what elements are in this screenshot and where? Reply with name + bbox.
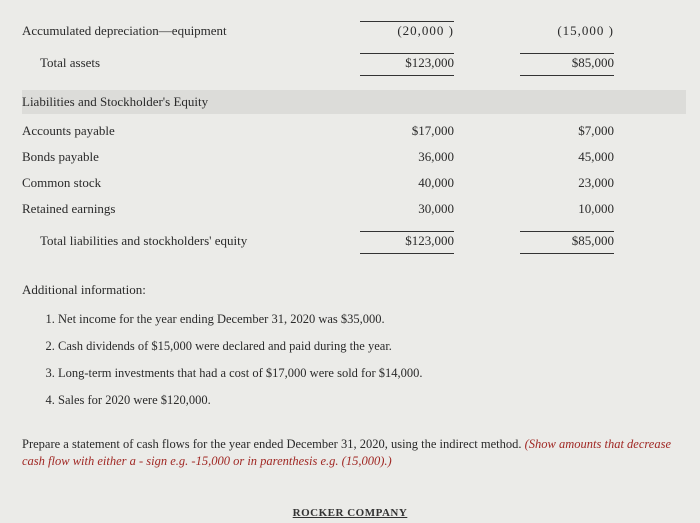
additional-info-title: Additional information:: [22, 282, 686, 298]
col2-ap: $7,000: [512, 123, 632, 139]
col1-re: 30,000: [352, 201, 472, 217]
section-liabilities-label: Liabilities and Stockholder's Equity: [22, 94, 352, 110]
label-accum-dep: Accumulated depreciation—equipment: [22, 23, 352, 39]
col2-bonds: 45,000: [512, 149, 632, 165]
col1-total-liab: $123,000: [352, 233, 472, 249]
info-item-1: Net income for the year ending December …: [58, 306, 686, 333]
label-ap: Accounts payable: [22, 123, 352, 139]
col2-re: 10,000: [512, 201, 632, 217]
additional-info-list: Net income for the year ending December …: [22, 306, 686, 414]
col2-accum-dep: (15,000 ): [512, 23, 632, 39]
row-total-assets: Total assets $123,000 $85,000: [22, 50, 686, 76]
row-accum-dep: Accumulated depreciation—equipment (20,0…: [22, 18, 686, 44]
col1-bonds: 36,000: [352, 149, 472, 165]
col1-total-assets: $123,000: [352, 55, 472, 71]
instruction-block: Prepare a statement of cash flows for th…: [22, 436, 686, 470]
row-common: Common stock 40,000 23,000: [22, 170, 686, 196]
info-item-2: Cash dividends of $15,000 were declared …: [58, 333, 686, 360]
footer-company: ROCKER COMPANY: [0, 507, 700, 519]
row-bonds: Bonds payable 36,000 45,000: [22, 144, 686, 170]
label-common: Common stock: [22, 175, 352, 191]
label-re: Retained earnings: [22, 201, 352, 217]
col2-total-liab: $85,000: [512, 233, 632, 249]
col2-common: 23,000: [512, 175, 632, 191]
label-total-assets: Total assets: [22, 55, 352, 71]
col2-total-assets: $85,000: [512, 55, 632, 71]
label-total-liab: Total liabilities and stockholders' equi…: [22, 233, 352, 249]
col1-accum-dep: (20,000 ): [352, 23, 472, 39]
row-re: Retained earnings 30,000 10,000: [22, 196, 686, 222]
row-ap: Accounts payable $17,000 $7,000: [22, 118, 686, 144]
label-bonds: Bonds payable: [22, 149, 352, 165]
info-item-3: Long-term investments that had a cost of…: [58, 360, 686, 387]
col1-ap: $17,000: [352, 123, 472, 139]
section-liabilities-header: Liabilities and Stockholder's Equity: [22, 90, 686, 114]
row-total-liab: Total liabilities and stockholders' equi…: [22, 228, 686, 254]
instruction-plain: Prepare a statement of cash flows for th…: [22, 437, 525, 451]
info-item-4: Sales for 2020 were $120,000.: [58, 387, 686, 414]
col1-common: 40,000: [352, 175, 472, 191]
